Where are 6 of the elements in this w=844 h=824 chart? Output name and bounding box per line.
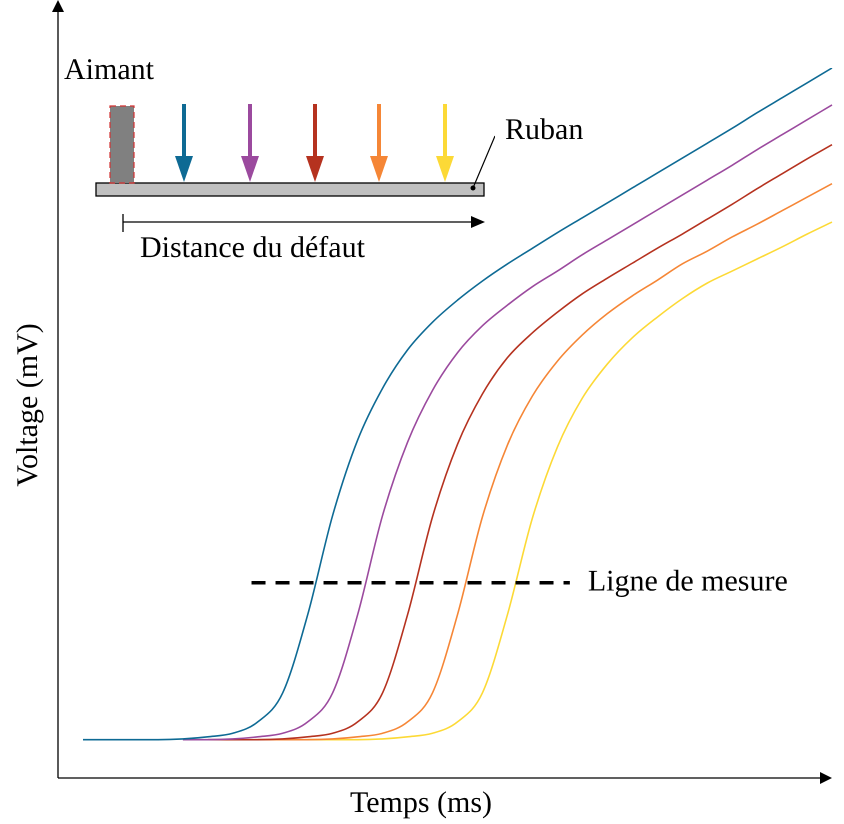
y-axis-title: Voltage (mV) — [11, 322, 44, 489]
annotation: Distance du défaut — [140, 231, 365, 264]
annotation: Ruban — [505, 113, 584, 146]
annotation: Aimant — [64, 53, 154, 86]
ref-line-label: Ligne de mesure — [588, 564, 788, 598]
x-axis-title: Temps (ms) — [350, 786, 492, 819]
